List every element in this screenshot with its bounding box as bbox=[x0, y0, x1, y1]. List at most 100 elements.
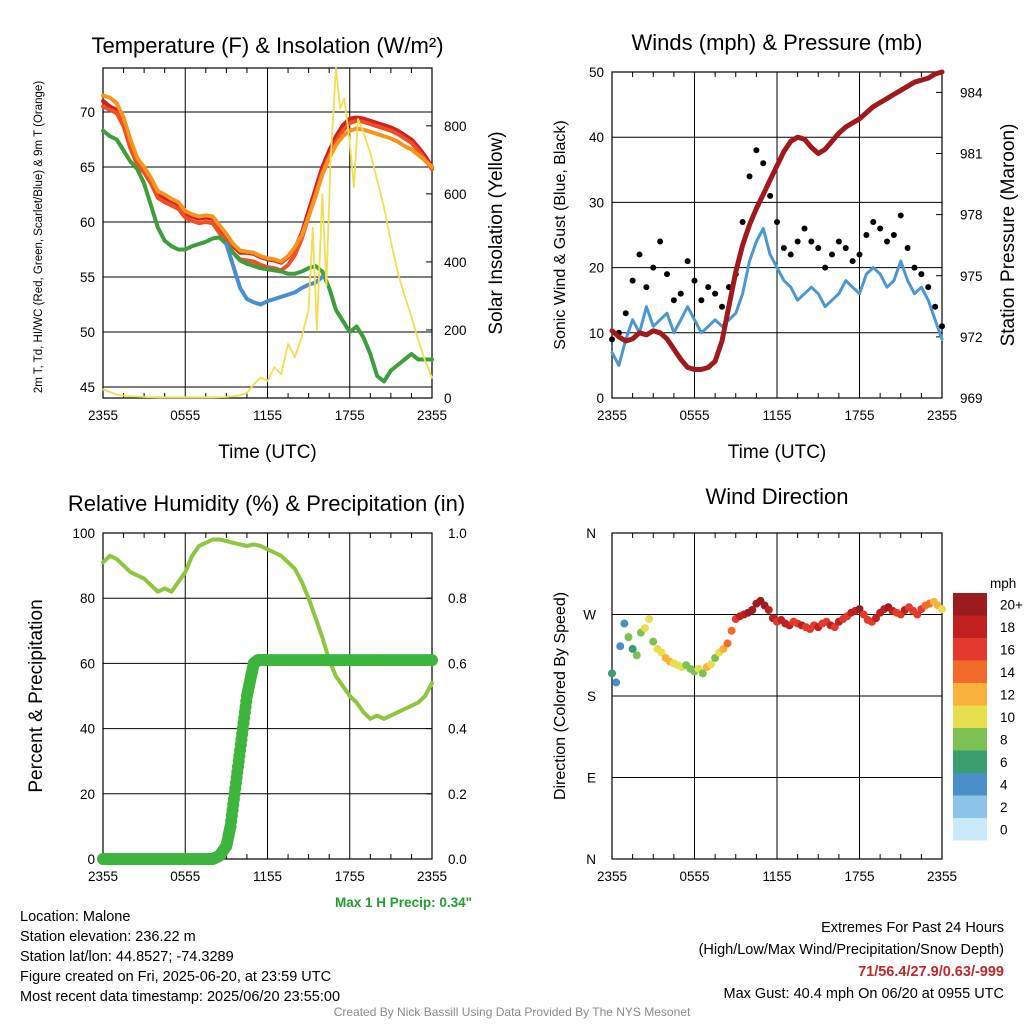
direction-point bbox=[616, 642, 625, 651]
y-tick-label: 80 bbox=[80, 591, 95, 606]
y-tick-label: N bbox=[586, 526, 596, 541]
legend-swatch bbox=[953, 615, 987, 638]
x-tick-label: 1155 bbox=[762, 408, 791, 423]
y-tick-label: S bbox=[587, 689, 596, 704]
y2-tick-label: 800 bbox=[444, 119, 467, 134]
direction-point bbox=[748, 605, 757, 614]
y-axis-label: Direction (Colored By Speed) bbox=[552, 592, 569, 800]
x-tick-label: 0555 bbox=[170, 408, 200, 423]
x-tick-label: 1755 bbox=[844, 408, 874, 423]
x-axis-label: Time (UTC) bbox=[218, 442, 317, 463]
legend-swatch bbox=[953, 705, 987, 728]
y-tick-label: 40 bbox=[80, 722, 95, 737]
direction-point bbox=[719, 644, 728, 653]
gust-point bbox=[863, 232, 870, 238]
legend-label: 0 bbox=[1000, 822, 1008, 837]
extremes-heading: Extremes For Past 24 Hours bbox=[821, 920, 1004, 936]
y-tick-label: 40 bbox=[589, 130, 604, 145]
gust-point bbox=[698, 297, 705, 304]
station-info: Location: Malone Station elevation: 236.… bbox=[20, 907, 340, 1007]
direction-point bbox=[707, 660, 715, 669]
x-tick-label: 2355 bbox=[597, 408, 627, 423]
direction-point bbox=[624, 633, 633, 642]
x-tick-label: 1755 bbox=[844, 869, 874, 884]
gust-point bbox=[932, 303, 939, 310]
y2-tick-label: 984 bbox=[960, 85, 983, 100]
gust-point bbox=[774, 218, 780, 225]
gust-point bbox=[842, 245, 849, 252]
y2-tick-label: 0.4 bbox=[448, 722, 467, 737]
y2-tick-label: 981 bbox=[960, 147, 983, 162]
series-line bbox=[610, 227, 944, 367]
gust-point bbox=[767, 192, 774, 199]
gust-point bbox=[739, 218, 746, 225]
y-tick-label: 10 bbox=[589, 326, 604, 341]
gust-point bbox=[629, 277, 636, 284]
y-tick-label: 70 bbox=[80, 105, 95, 120]
y2-tick-label: 0 bbox=[444, 391, 452, 406]
legend-swatch bbox=[953, 773, 987, 796]
gust-point bbox=[939, 323, 945, 330]
series-line bbox=[102, 67, 433, 399]
y-tick-label: N bbox=[586, 852, 596, 867]
gust-point bbox=[815, 245, 822, 252]
x-tick-label: 2355 bbox=[88, 408, 118, 423]
legend-label: 2 bbox=[1000, 800, 1008, 815]
extremes-values: 71/56.4/27.9/0.63/-999 bbox=[858, 964, 1004, 980]
direction-point bbox=[723, 639, 732, 648]
gust-point bbox=[746, 173, 753, 180]
y-tick-label: 65 bbox=[80, 160, 95, 175]
gust-point bbox=[911, 264, 918, 271]
extremes-box: Extremes For Past 24 Hours (High/Low/Max… bbox=[699, 917, 1004, 1005]
direction-point bbox=[872, 614, 880, 623]
direction-point bbox=[764, 605, 773, 614]
y2-tick-label: 0.2 bbox=[448, 787, 467, 802]
gust-point bbox=[657, 238, 664, 245]
direction-point bbox=[859, 610, 868, 619]
plot-frame bbox=[102, 67, 433, 399]
gust-point bbox=[897, 212, 904, 219]
gust-point bbox=[636, 251, 643, 258]
direction-point bbox=[711, 653, 720, 662]
y2-tick-label: 1.0 bbox=[448, 526, 467, 541]
direction-point bbox=[913, 610, 922, 619]
x-tick-label: 2355 bbox=[927, 408, 957, 423]
max-gust-text: Max Gust: 40.4 mph On 06/20 at 0955 UTC bbox=[723, 986, 1004, 1002]
direction-point bbox=[649, 637, 658, 646]
chart-title: Winds (mph) & Pressure (mb) bbox=[632, 30, 923, 55]
y2-tick-label: 969 bbox=[960, 391, 983, 406]
y-tick-label: W bbox=[583, 608, 596, 623]
gust-point bbox=[609, 336, 615, 343]
x-tick-label: 1755 bbox=[335, 408, 365, 423]
legend-swatch bbox=[953, 795, 987, 818]
direction-point bbox=[938, 605, 946, 614]
gust-point bbox=[677, 290, 684, 297]
gust-point bbox=[794, 238, 801, 245]
gust-point bbox=[780, 245, 787, 252]
y-tick-label: 50 bbox=[80, 325, 95, 340]
y-tick-label: 100 bbox=[72, 526, 95, 541]
direction-point bbox=[632, 651, 641, 660]
recent-text: Most recent data timestamp: 2025/06/20 2… bbox=[20, 989, 341, 1005]
gust-point bbox=[801, 225, 808, 232]
x-tick-label: 2355 bbox=[417, 408, 447, 423]
legend-swatch bbox=[953, 728, 987, 751]
legend-title: mph bbox=[990, 576, 1016, 591]
gust-point bbox=[904, 245, 911, 252]
legend-swatch bbox=[953, 683, 987, 706]
y-tick-label: 30 bbox=[589, 195, 604, 210]
location-text: Location: Malone bbox=[20, 909, 131, 925]
legend-label: 12 bbox=[1000, 687, 1015, 702]
y-tick-label: 45 bbox=[80, 380, 95, 395]
gust-point bbox=[835, 238, 842, 245]
y-tick-label: 50 bbox=[589, 65, 604, 80]
legend-label: 18 bbox=[1000, 620, 1015, 635]
direction-point bbox=[727, 626, 736, 635]
y-tick-label: 0 bbox=[87, 852, 95, 867]
direction-point bbox=[628, 644, 637, 653]
y2-tick-label: 972 bbox=[960, 330, 983, 345]
gust-point bbox=[684, 258, 691, 265]
direction-point bbox=[620, 619, 629, 628]
gust-point bbox=[705, 284, 712, 291]
x-tick-label: 1155 bbox=[253, 869, 282, 884]
